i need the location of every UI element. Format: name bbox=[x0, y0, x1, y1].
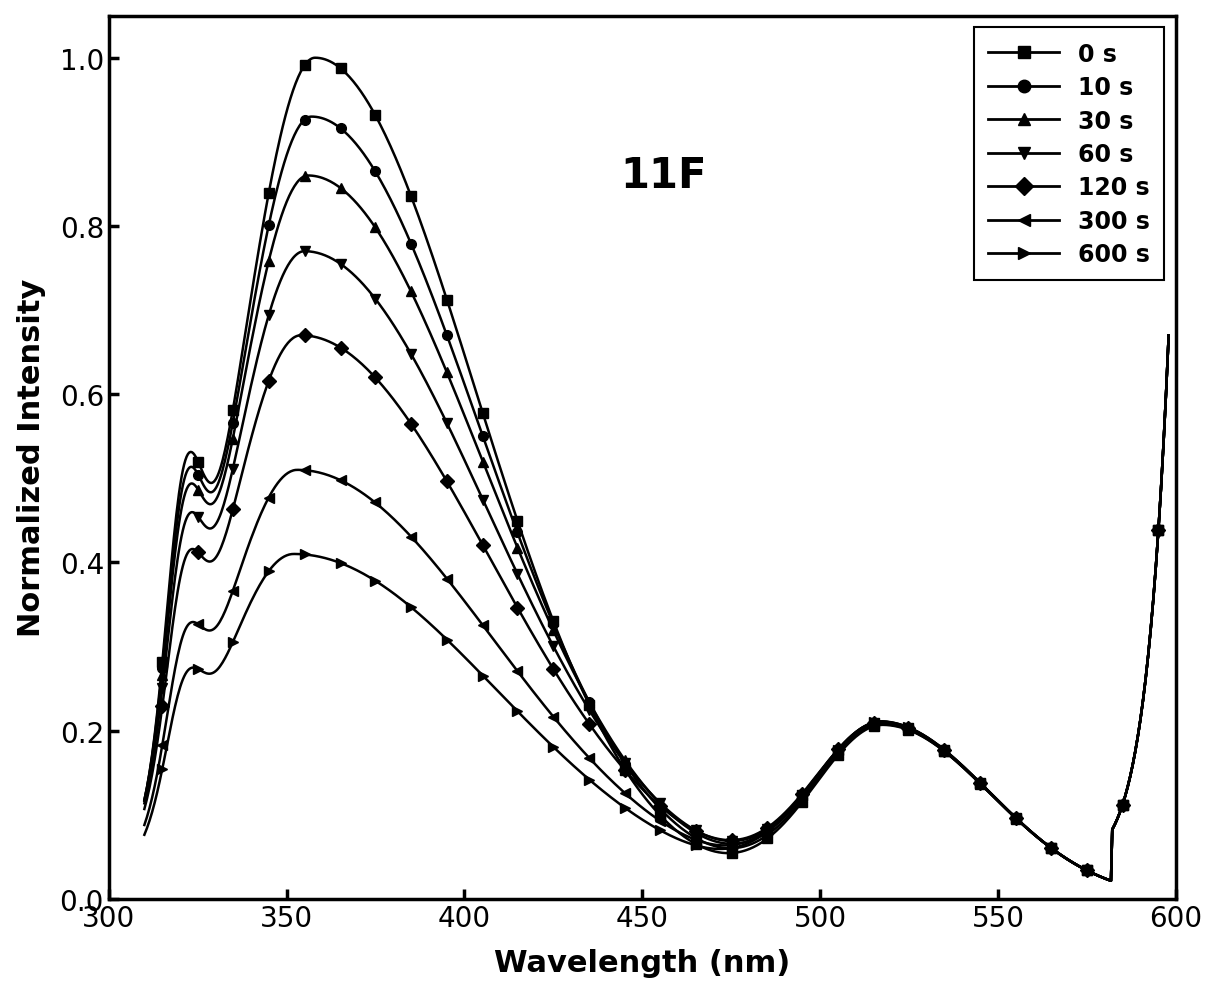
Line: 300 s: 300 s bbox=[144, 336, 1169, 881]
Line: 0 s: 0 s bbox=[144, 59, 1169, 881]
30 s bbox=[915, 730, 930, 742]
10 s bbox=[761, 829, 775, 841]
10 s bbox=[305, 111, 319, 123]
X-axis label: Wavelength (nm): Wavelength (nm) bbox=[494, 948, 790, 977]
600 s bbox=[1162, 330, 1176, 342]
600 s bbox=[914, 728, 929, 740]
0 s bbox=[791, 801, 806, 813]
30 s bbox=[200, 497, 215, 509]
Text: 11F: 11F bbox=[620, 154, 707, 197]
Line: 60 s: 60 s bbox=[144, 251, 1169, 881]
60 s bbox=[761, 823, 775, 835]
600 s bbox=[790, 796, 805, 808]
60 s bbox=[200, 522, 215, 534]
600 s bbox=[1019, 822, 1034, 834]
120 s bbox=[200, 556, 215, 568]
60 s bbox=[137, 797, 151, 809]
120 s bbox=[1020, 823, 1035, 835]
0 s bbox=[200, 475, 215, 487]
30 s bbox=[1103, 875, 1118, 887]
600 s bbox=[1103, 875, 1118, 887]
30 s bbox=[791, 796, 806, 808]
120 s bbox=[1162, 330, 1176, 342]
Line: 600 s: 600 s bbox=[144, 336, 1169, 881]
0 s bbox=[1020, 823, 1035, 835]
0 s bbox=[761, 833, 775, 845]
10 s bbox=[137, 794, 151, 806]
10 s bbox=[1162, 330, 1176, 342]
10 s bbox=[915, 731, 930, 743]
120 s bbox=[1103, 875, 1118, 887]
600 s bbox=[731, 841, 746, 853]
60 s bbox=[1103, 875, 1118, 887]
0 s bbox=[137, 795, 151, 807]
60 s bbox=[733, 835, 747, 847]
30 s bbox=[137, 794, 151, 806]
0 s bbox=[307, 53, 322, 65]
10 s bbox=[733, 842, 747, 854]
10 s bbox=[1020, 823, 1035, 835]
30 s bbox=[1162, 330, 1176, 342]
30 s bbox=[301, 170, 316, 182]
600 s bbox=[200, 668, 215, 680]
0 s bbox=[1103, 875, 1118, 887]
10 s bbox=[1103, 875, 1118, 887]
30 s bbox=[1020, 823, 1035, 835]
120 s bbox=[294, 330, 308, 342]
10 s bbox=[791, 798, 806, 810]
60 s bbox=[297, 246, 312, 257]
Line: 30 s: 30 s bbox=[144, 176, 1169, 881]
120 s bbox=[733, 833, 747, 845]
Line: 10 s: 10 s bbox=[144, 117, 1169, 881]
120 s bbox=[137, 803, 151, 815]
60 s bbox=[791, 794, 806, 806]
30 s bbox=[733, 837, 747, 849]
60 s bbox=[1020, 823, 1035, 835]
300 s bbox=[914, 729, 929, 741]
Y-axis label: Normalized Intensity: Normalized Intensity bbox=[17, 278, 45, 637]
120 s bbox=[761, 822, 775, 834]
0 s bbox=[915, 731, 930, 743]
120 s bbox=[791, 792, 806, 804]
10 s bbox=[200, 485, 215, 497]
300 s bbox=[1103, 875, 1118, 887]
300 s bbox=[137, 819, 151, 831]
120 s bbox=[915, 729, 930, 741]
30 s bbox=[761, 826, 775, 838]
Line: 120 s: 120 s bbox=[144, 336, 1169, 881]
300 s bbox=[1019, 822, 1034, 834]
300 s bbox=[731, 838, 746, 850]
600 s bbox=[137, 829, 151, 841]
60 s bbox=[915, 730, 930, 742]
600 s bbox=[758, 827, 773, 839]
0 s bbox=[733, 846, 747, 858]
0 s bbox=[1162, 330, 1176, 342]
300 s bbox=[790, 795, 805, 807]
Legend: 0 s, 10 s, 30 s, 60 s, 120 s, 300 s, 600 s: 0 s, 10 s, 30 s, 60 s, 120 s, 300 s, 600… bbox=[974, 29, 1164, 281]
300 s bbox=[1162, 330, 1176, 342]
300 s bbox=[758, 825, 773, 837]
300 s bbox=[200, 624, 215, 636]
60 s bbox=[1162, 330, 1176, 342]
